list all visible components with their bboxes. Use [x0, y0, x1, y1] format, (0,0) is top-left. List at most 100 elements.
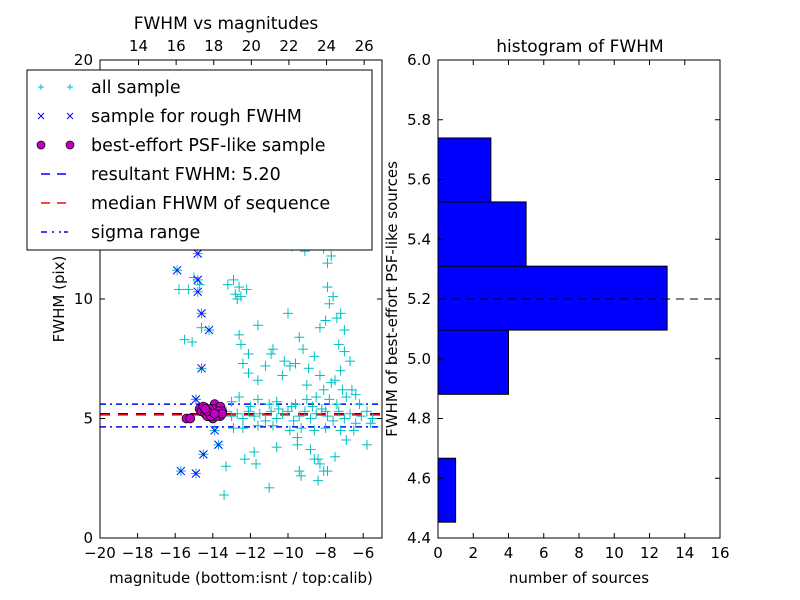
x-tick-label: −18 [122, 544, 154, 562]
all-sample-point [324, 298, 335, 309]
legend-label: resultant FWHM: 5.20 [91, 165, 281, 185]
all-sample-point [313, 475, 324, 486]
top-tick-label: 22 [279, 37, 298, 55]
rough-fwhm-point [213, 439, 224, 450]
all-sample-point [305, 444, 316, 455]
x-tick-label: −20 [84, 544, 116, 562]
all-sample-point [303, 363, 314, 374]
x-tick-label: −16 [159, 544, 191, 562]
all-sample-point [318, 384, 329, 395]
all-sample-point [267, 420, 278, 431]
all-sample-point [277, 370, 288, 381]
all-sample-point [264, 399, 275, 410]
top-tick-label: 20 [242, 37, 261, 55]
all-sample-point [339, 325, 350, 336]
x-tick-label: 2 [468, 544, 478, 562]
histogram-y-label: FWHM of best-effort PSF-like sources [383, 161, 401, 437]
histogram-bar [437, 265, 668, 331]
rough-fwhm-point [172, 265, 183, 276]
all-sample-point [326, 377, 337, 388]
all-sample-point [328, 415, 339, 426]
all-sample-point [249, 446, 260, 457]
top-tick-label: 14 [129, 37, 148, 55]
legend-label: best-effort PSF-like sample [91, 136, 326, 156]
all-sample-point [361, 406, 372, 417]
all-sample-point [322, 466, 333, 477]
all-sample-point [243, 348, 254, 359]
legend-item: resultant FWHM: 5.20 [41, 165, 281, 185]
y-tick-label: 4.6 [407, 469, 431, 487]
all-sample-point [345, 356, 356, 367]
y-tick-label: 5.0 [407, 350, 431, 368]
rough-fwhm-point [192, 274, 203, 285]
x-tick-label: −10 [272, 544, 304, 562]
x-tick-label: −12 [235, 544, 267, 562]
all-sample-point [222, 279, 233, 290]
all-sample-point [226, 396, 237, 407]
all-sample-point [183, 284, 194, 295]
legend-label: median FHWM of sequence [91, 194, 330, 214]
all-sample-point [249, 411, 260, 422]
psf-like-point [209, 408, 220, 419]
all-sample-point [356, 411, 367, 422]
scatter-top-ticks: 14 16 18 20 22 24 26 [129, 37, 374, 65]
all-sample-point [196, 322, 207, 333]
y-tick-label: 5 [83, 410, 93, 428]
top-tick-label: 26 [355, 37, 374, 55]
scatter-y-ticks: 0 5 10 20 [74, 51, 382, 547]
all-sample-point [271, 396, 282, 407]
all-sample-point [314, 370, 325, 381]
all-sample-point [324, 394, 335, 405]
all-sample-point [267, 344, 278, 355]
all-sample-point [252, 394, 263, 405]
all-sample-point [252, 375, 263, 386]
all-sample-point [311, 408, 322, 419]
all-sample-point [260, 360, 271, 371]
all-sample-point [333, 339, 344, 350]
all-sample-point [299, 406, 310, 417]
all-sample-point [305, 413, 316, 424]
rough-fwhm-point [196, 308, 207, 319]
y-tick-label: 5.8 [407, 111, 431, 129]
y-tick-label: 0 [83, 529, 93, 547]
all-sample-point [350, 418, 361, 429]
all-sample-point [219, 489, 230, 500]
all-sample-point [232, 408, 243, 419]
x-tick-label: 4 [504, 544, 514, 562]
all-sample-point [320, 406, 331, 417]
top-tick-label: 16 [167, 37, 186, 55]
histogram-bars [437, 137, 668, 523]
y-tick-label: 4.8 [407, 410, 431, 428]
all-sample-point [284, 360, 295, 371]
all-sample-point [331, 399, 342, 410]
all-sample-point [283, 308, 293, 319]
x-tick-label: 0 [433, 544, 443, 562]
legend-label: sigma range [91, 223, 200, 243]
all-sample-point [330, 451, 340, 462]
histogram-bar [437, 329, 509, 395]
y-tick-label: 20 [74, 51, 93, 69]
all-sample-point [266, 406, 277, 417]
all-sample-point [307, 401, 318, 412]
rough-fwhm-point [198, 449, 209, 460]
all-sample-point [241, 284, 252, 295]
all-sample-point [326, 250, 337, 261]
all-sample-point [365, 418, 376, 429]
all-sample-point [337, 384, 348, 395]
all-sample-point [234, 282, 245, 293]
y-tick-label: 5.2 [407, 290, 431, 308]
all-sample-point [237, 423, 248, 434]
all-sample-point [301, 380, 312, 391]
all-sample-point [320, 315, 331, 326]
x-tick-label: −14 [197, 544, 229, 562]
all-sample-point [234, 329, 245, 340]
all-sample-point [243, 406, 254, 417]
all-sample-point [252, 320, 263, 331]
all-sample-point [339, 346, 350, 357]
all-sample-point [294, 411, 305, 422]
all-sample-point [288, 415, 299, 426]
all-sample-point [236, 291, 246, 302]
all-sample-point [322, 411, 333, 422]
all-sample-point [187, 337, 198, 348]
